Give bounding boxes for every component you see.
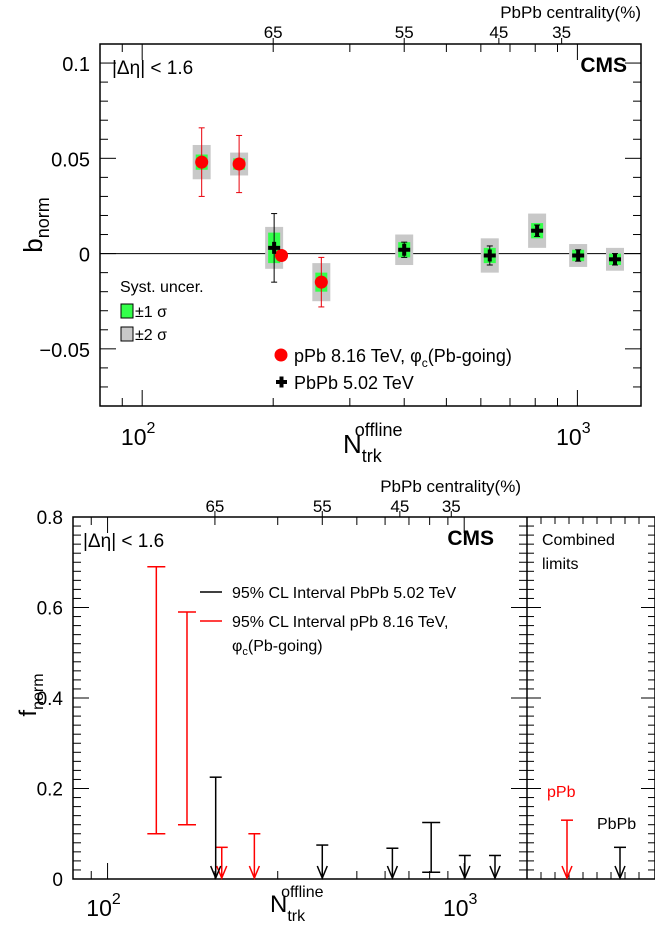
bottom-centrality-tick-label: 35 xyxy=(442,497,461,516)
top-y-axis-label: bnorm xyxy=(18,197,53,252)
top-cms-label: CMS xyxy=(580,54,627,77)
top-x-ticks: 102 103 xyxy=(99,44,591,450)
legend-pbpb-marker xyxy=(276,376,287,388)
legend-pbpb-label: PbPb 5.02 TeV xyxy=(294,373,414,393)
bottom-centrality-tick-label: 65 xyxy=(205,497,224,516)
combined-pbpb-label: PbPb xyxy=(597,816,636,833)
ppb-data-point xyxy=(195,155,209,169)
legend-pbpb-interval-label: 95% CL Interval PbPb 5.02 TeV xyxy=(232,585,456,602)
bottom-y-tick-label: 0.2 xyxy=(37,780,63,801)
legend-ppb-label: pPb 8.16 TeV, φc(Pb-going) xyxy=(294,346,512,370)
bottom-x-axis-label: Ntrkoffline xyxy=(270,884,324,925)
bottom-x-tick-label-base: 10 xyxy=(86,895,112,921)
bottom-y-axis-label: fnorm xyxy=(15,673,47,716)
top-x-tick-label-exp: 2 xyxy=(147,420,156,437)
legend-ppb-interval-label: 95% CL Interval pPb 8.16 TeV, xyxy=(232,614,448,631)
bottom-x-ticks: 102 103 xyxy=(72,517,478,921)
top-eta-label: |Δη| < 1.6 xyxy=(112,58,193,79)
bottom-y-tick-label: 0.6 xyxy=(37,599,63,620)
bottom-x-tick-label-exp: 2 xyxy=(112,891,121,908)
top-y-tick-label: 0.05 xyxy=(51,149,90,171)
pbpb-data-point xyxy=(272,241,277,254)
top-centrality-axis-title: PbPb centrality(%) xyxy=(500,3,641,22)
syst-2sigma-swatch xyxy=(120,326,134,342)
pbpb-upper-limit-head xyxy=(386,865,399,880)
pbpb-upper-limit-head xyxy=(316,865,328,880)
pbpb-data-point xyxy=(612,253,617,266)
bottom-cms-label: CMS xyxy=(447,527,494,550)
top-centrality-tick-label: 55 xyxy=(395,23,414,42)
top-x-tick-label-base: 10 xyxy=(556,424,582,450)
bottom-centrality-tick-label: 45 xyxy=(390,497,409,516)
combined-title-line1: Combined xyxy=(542,532,615,549)
combined-ppb-limit-head xyxy=(561,865,573,880)
ppb-data-point xyxy=(275,248,289,262)
top-x-tick-label-exp: 3 xyxy=(582,420,591,437)
syst-2sigma-label: ±2 σ xyxy=(135,327,167,344)
syst-legend-title: Syst. uncer. xyxy=(120,279,204,296)
top-y-tick-label: 0 xyxy=(79,245,90,267)
bottom-centrality-ticks: 65 55 45 35 xyxy=(205,497,461,517)
pbpb-upper-limit-head xyxy=(489,865,501,880)
top-x-tick-label-base: 10 xyxy=(121,424,147,450)
bottom-x-tick-label-base: 10 xyxy=(443,895,469,921)
syst-1sigma-label: ±1 σ xyxy=(135,304,167,321)
bottom-y-ticks: 0.8 0.6 0.4 0.2 0 xyxy=(37,508,527,891)
syst-1sigma-swatch xyxy=(120,303,134,319)
bottom-y-tick-label: 0.4 xyxy=(37,689,64,710)
top-y-ticks: 0.1 0.05 0 −0.05 xyxy=(39,54,641,407)
bottom-x-tick-label: 103 xyxy=(443,891,478,921)
top-plot-frame xyxy=(99,43,642,407)
top-centrality-tick-label: 45 xyxy=(489,23,508,42)
legend-ppb-marker xyxy=(274,348,288,362)
pbpb-data-point xyxy=(402,243,407,256)
bottom-centrality-axis-title: PbPb centrality(%) xyxy=(380,477,521,496)
bottom-x-tick-label-exp: 3 xyxy=(469,891,478,908)
combined-pbpb-limit-head xyxy=(614,865,626,880)
legend-ppb-interval-label-line2: φc(Pb-going) xyxy=(232,638,323,658)
top-x-tick-label: 103 xyxy=(556,420,591,450)
pbpb-data-point xyxy=(487,249,492,262)
bottom-chart-panel: 102 103 0.80.60.40.20 65 55 45 35 PbPb centr… xyxy=(15,477,655,925)
pbpb-upper-limit-head xyxy=(459,865,471,880)
top-data-points xyxy=(192,127,624,308)
top-chart-panel: 102 103 0.10.050−0.05 65 55 45 35 PbPb centr… xyxy=(18,3,642,466)
bottom-limit-marks xyxy=(147,566,501,880)
bottom-centrality-tick-label: 55 xyxy=(313,497,332,516)
pbpb-upper-limit-head xyxy=(210,865,222,880)
combined-ticks xyxy=(527,516,655,880)
pbpb-data-point xyxy=(535,224,540,237)
combined-title-line2: limits xyxy=(542,556,578,573)
bottom-y-tick-label: 0 xyxy=(52,870,63,891)
bottom-x-tick-label: 102 xyxy=(86,891,121,921)
top-y-tick-label: 0.1 xyxy=(62,54,90,76)
ppb-data-point xyxy=(314,275,328,289)
combined-ppb-label: pPb xyxy=(547,784,576,801)
bottom-y-tick-label: 0.8 xyxy=(37,508,63,529)
top-centrality-tick-label: 65 xyxy=(264,23,283,42)
top-x-axis-label: Ntrkoffline xyxy=(343,420,403,466)
top-centrality-tick-label: 35 xyxy=(552,23,571,42)
top-x-tick-label: 102 xyxy=(121,420,156,450)
top-y-tick-label: −0.05 xyxy=(39,340,90,362)
ppb-upper-limit-head xyxy=(248,865,261,880)
combined-limit-marks xyxy=(561,819,626,880)
top-centrality-ticks: 65 55 45 35 xyxy=(264,23,571,44)
ppb-data-point xyxy=(232,157,246,171)
bottom-eta-label: |Δη| < 1.6 xyxy=(83,531,164,552)
pbpb-data-point xyxy=(576,249,581,262)
